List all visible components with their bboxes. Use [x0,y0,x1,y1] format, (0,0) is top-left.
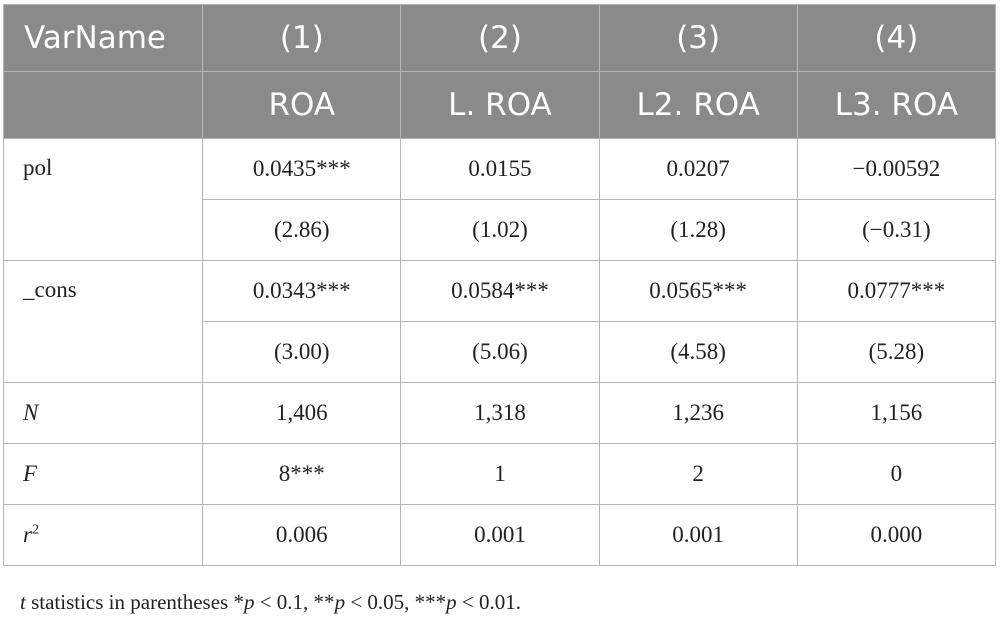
footnote-part-b: < 0.1, ** [254,590,335,614]
row-label-cons: _cons [2,260,204,383]
cell-n-1: 1,406 [202,382,402,444]
table-row-f: F 8*** 1 2 0 [2,443,997,505]
cell-pol-coef-3: 0.0207 [598,138,798,200]
cell-cons-coef-4: 0.0777*** [796,260,997,322]
footnote-p1: p [243,590,255,614]
cell-r2-4: 0.000 [796,504,997,566]
cell-cons-tstat-1: (3.00) [202,321,402,383]
row-label-pol: pol [2,138,204,261]
cell-f-1: 8*** [202,443,402,505]
footnote-part-a: statistics in parentheses * [25,590,244,614]
cell-pol-tstat-3: (1.28) [598,199,798,261]
cell-r2-2: 0.001 [400,504,600,566]
table-row-cons-coef: _cons 0.0343*** 0.0584*** 0.0565*** 0.07… [2,260,997,383]
footnote-part-c: < 0.05, *** [345,590,447,614]
row-label-f: F [2,443,204,505]
cell-cons-tstat-3: (4.58) [598,321,798,383]
cell-pol-tstat-2: (1.02) [400,199,600,261]
cell-cons-coef-2: 0.0584*** [400,260,600,322]
header-model-4: (4) [796,4,997,72]
cell-f-2: 1 [400,443,600,505]
header-row-models: VarName (1) (2) (3) (4) [2,4,997,72]
cell-n-2: 1,318 [400,382,600,444]
header-row-depvars: ROA L. ROA L2. ROA L3. ROA [2,71,997,139]
header-depvar-2: L. ROA [400,71,600,139]
footnote-p2: p [334,590,346,614]
table-row-r2: r2 0.006 0.001 0.001 0.000 [2,504,997,566]
cell-pol-tstat-4: (−0.31) [796,199,997,261]
header-varname: VarName [2,4,204,72]
cell-f-4: 0 [796,443,997,505]
footnote-t: t [20,590,26,614]
cell-pol-coef-1: 0.0435*** [202,138,402,200]
table-header: VarName (1) (2) (3) (4) ROA L. ROA L2. R… [2,4,997,139]
header-model-2: (2) [400,4,600,72]
r2-superscript: 2 [31,522,39,538]
cell-cons-tstat-2: (5.06) [400,321,600,383]
header-depvar-1: ROA [202,71,402,139]
cell-pol-tstat-1: (2.86) [202,199,402,261]
cell-n-3: 1,236 [598,382,798,444]
header-empty-cell [2,71,204,139]
footnote-part-d: < 0.01. [456,590,521,614]
regression-table: VarName (1) (2) (3) (4) ROA L. ROA L2. R… [2,4,997,566]
header-model-3: (3) [598,4,798,72]
cell-f-3: 2 [598,443,798,505]
table-footnote: t statistics in parentheses *p < 0.1, **… [20,590,521,615]
table-row-n: N 1,406 1,318 1,236 1,156 [2,382,997,444]
table-body: pol 0.0435*** 0.0155 0.0207 −0.00592 (2.… [2,138,997,566]
r2-letter: r [23,522,32,547]
cell-r2-1: 0.006 [202,504,402,566]
header-model-1: (1) [202,4,402,72]
cell-n-4: 1,156 [796,382,997,444]
cell-pol-coef-2: 0.0155 [400,138,600,200]
cell-cons-tstat-4: (5.28) [796,321,997,383]
cell-cons-coef-3: 0.0565*** [598,260,798,322]
cell-cons-coef-1: 0.0343*** [202,260,402,322]
cell-r2-3: 0.001 [598,504,798,566]
header-depvar-3: L2. ROA [598,71,798,139]
header-depvar-4: L3. ROA [796,71,997,139]
row-label-n: N [2,382,204,444]
cell-pol-coef-4: −0.00592 [796,138,997,200]
row-label-r2: r2 [2,504,204,566]
table-row-pol-coef: pol 0.0435*** 0.0155 0.0207 −0.00592 [2,138,997,261]
footnote-p3: p [446,590,457,614]
